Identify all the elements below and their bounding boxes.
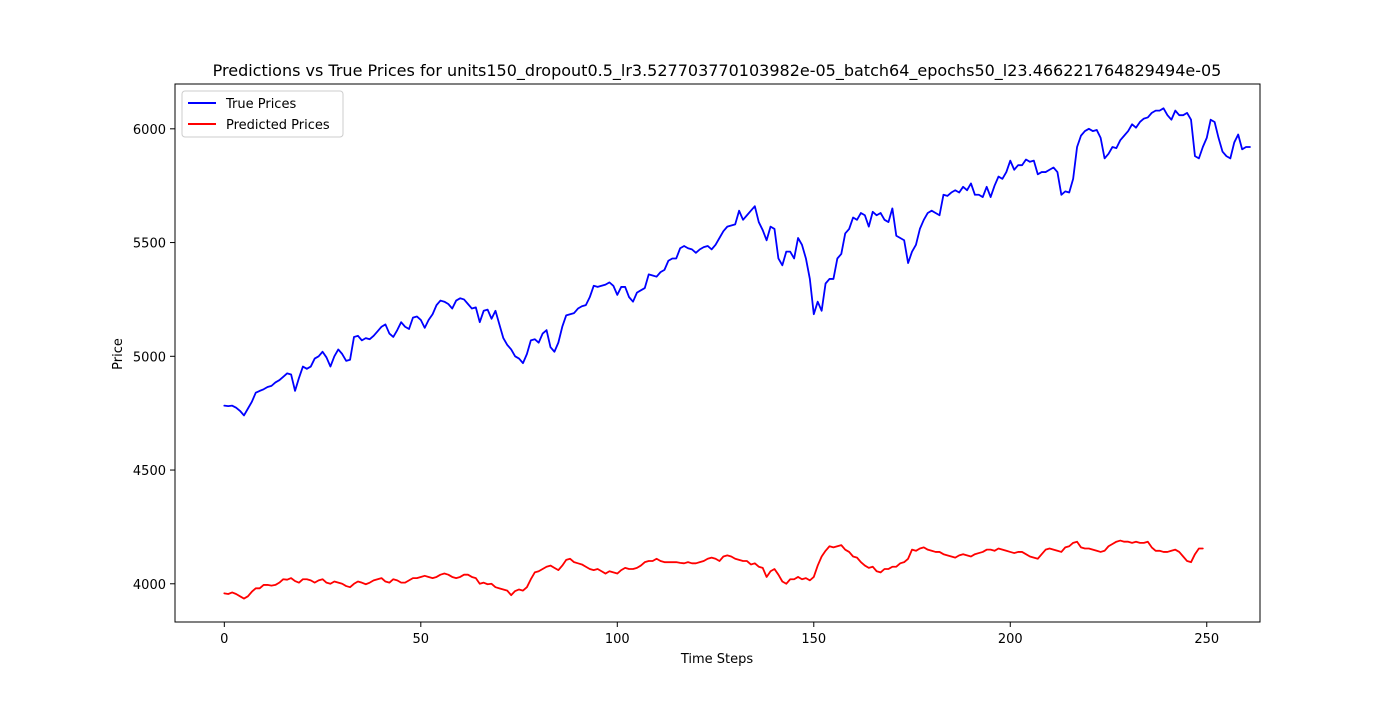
y-tick-label: 6000	[133, 123, 166, 138]
series-layer	[223, 107, 1251, 600]
series-line-true-prices	[223, 107, 1251, 417]
x-tick-label: 200	[998, 632, 1023, 647]
y-axis: 4000 4500 5000 5500 6000	[133, 123, 175, 593]
chart-title: Predictions vs True Prices for units150_…	[213, 61, 1222, 81]
y-tick-label: 4000	[133, 578, 166, 593]
legend-entry-true-prices: True Prices	[188, 97, 296, 112]
plot-area	[174, 83, 1261, 623]
plot-frame	[174, 83, 1261, 623]
y-tick-label: 5500	[133, 237, 166, 252]
series-line-predicted-prices	[223, 539, 1204, 600]
x-tick-label: 100	[605, 632, 630, 647]
x-tick-label: 0	[220, 632, 228, 647]
legend: True Prices Predicted Prices	[181, 90, 344, 138]
legend-label-true-prices: True Prices	[225, 97, 296, 112]
x-axis-label: Time Steps	[680, 652, 754, 667]
y-tick-label: 5000	[133, 350, 166, 365]
legend-label-predicted-prices: Predicted Prices	[226, 118, 330, 133]
x-axis: 0 50 100 150 200 250	[220, 622, 1219, 647]
x-tick-label: 150	[801, 632, 826, 647]
y-tick-label: 4500	[133, 464, 166, 479]
legend-box	[181, 90, 344, 138]
x-tick-label: 250	[1194, 632, 1219, 647]
y-axis-label: Price	[111, 338, 126, 370]
legend-entry-predicted-prices: Predicted Prices	[188, 118, 330, 133]
x-tick-label: 50	[413, 632, 430, 647]
